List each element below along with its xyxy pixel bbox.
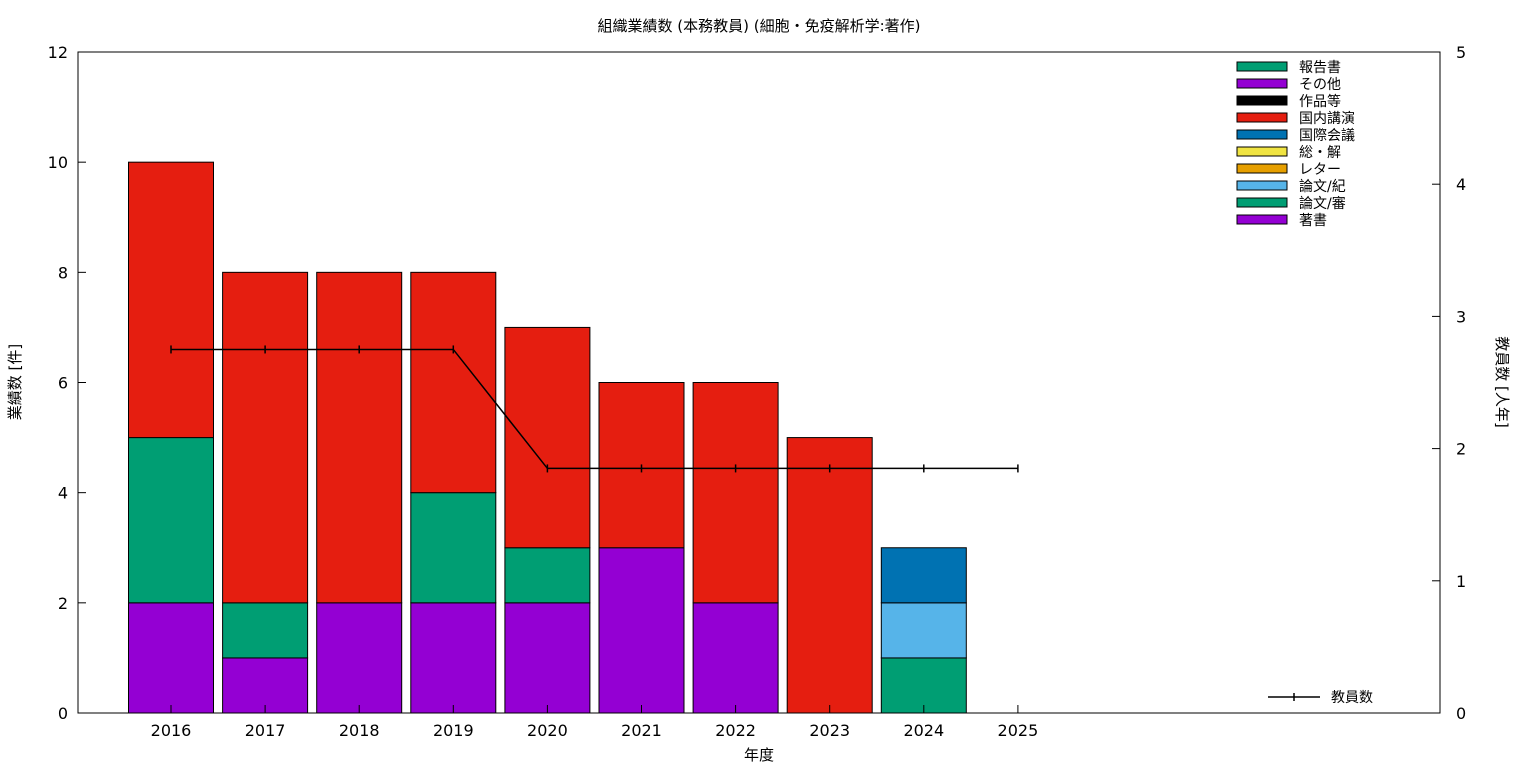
bar-segment	[880, 657, 967, 714]
legend-label: 論文/紀	[1299, 179, 1346, 195]
bar-segment	[316, 602, 403, 714]
bar-segment	[598, 547, 685, 714]
line-legend-label: 教員数	[1331, 690, 1373, 706]
bar-segment	[692, 382, 779, 604]
x-tick-label: 2021	[621, 721, 662, 740]
y-axis-label: 業績数 [件]	[6, 344, 24, 420]
x-tick-label: 2019	[433, 721, 474, 740]
chart-title: 組織業績数 (本務教員) (細胞・免疫解析学:著作)	[597, 17, 920, 35]
y-tick-label: 12	[48, 43, 68, 62]
y2-tick-label: 1	[1456, 572, 1466, 591]
x-tick-label: 2022	[715, 721, 756, 740]
bar-segment	[880, 547, 967, 604]
bar-segment	[222, 602, 309, 659]
legend-swatch	[1236, 180, 1288, 191]
legend-label: その他	[1299, 77, 1341, 93]
bar-segment	[786, 437, 873, 714]
legend-label: 著書	[1299, 213, 1327, 229]
bar-segment	[880, 602, 967, 659]
y-tick-label: 6	[58, 374, 68, 393]
legend-label: 国際会議	[1299, 127, 1355, 144]
legend-label: 総・解	[1299, 145, 1341, 161]
bar-segment	[128, 602, 214, 714]
bar-segment	[410, 271, 497, 494]
bar-segment	[410, 492, 497, 604]
legend-label: 作品等	[1299, 93, 1341, 110]
legend-swatch	[1236, 61, 1288, 72]
legend-swatch	[1236, 163, 1288, 174]
legend-swatch	[1236, 146, 1288, 157]
y2-tick-label: 0	[1456, 704, 1466, 723]
x-tick-label: 2023	[809, 721, 850, 740]
line-legend: 教員数	[1268, 690, 1373, 706]
x-tick-label: 2018	[339, 721, 380, 740]
legend-label: レター	[1299, 162, 1341, 178]
y-tick-label: 4	[58, 484, 68, 503]
legend-swatch	[1236, 78, 1288, 89]
bar-segment	[222, 657, 309, 714]
x-tick-label: 2025	[998, 721, 1039, 740]
y2-tick-label: 4	[1456, 175, 1466, 194]
legend-swatch	[1236, 214, 1288, 225]
x-tick-label: 2016	[151, 721, 192, 740]
legend-label: 報告書	[1299, 60, 1341, 76]
legend-label: 論文/審	[1299, 196, 1346, 212]
x-axis-label: 年度	[744, 746, 774, 764]
bar-segment	[316, 271, 403, 604]
y2-tick-label: 3	[1456, 307, 1466, 326]
y-tick-label: 8	[58, 263, 68, 282]
x-tick-label: 2020	[527, 721, 568, 740]
x-tick-label: 2017	[245, 721, 286, 740]
legend-swatch	[1236, 95, 1288, 106]
y-tick-label: 0	[58, 704, 68, 723]
bar-segment	[410, 602, 497, 714]
bars-layer	[128, 161, 967, 714]
y2-axis-label: 教員数 [人年]	[1493, 336, 1511, 427]
y-tick-label: 10	[48, 153, 68, 172]
bar-segment	[504, 326, 591, 549]
bar-segment	[504, 602, 591, 714]
x-tick-label: 2024	[903, 721, 944, 740]
bar-segment	[128, 437, 214, 604]
legend-swatch	[1236, 112, 1288, 123]
bar-segment	[692, 602, 779, 714]
y-tick-label: 2	[58, 594, 68, 613]
line-layer	[170, 345, 1019, 473]
faculty-count-line	[171, 348, 1018, 470]
y2-tick-label: 2	[1456, 440, 1466, 459]
bar-segment	[504, 547, 591, 604]
legend-swatch	[1236, 197, 1288, 208]
legend-swatch	[1236, 129, 1288, 140]
legend-label: 国内講演	[1299, 111, 1355, 127]
bar-segment	[222, 271, 309, 604]
bar-segment	[128, 161, 214, 439]
y2-tick-label: 5	[1456, 43, 1466, 62]
